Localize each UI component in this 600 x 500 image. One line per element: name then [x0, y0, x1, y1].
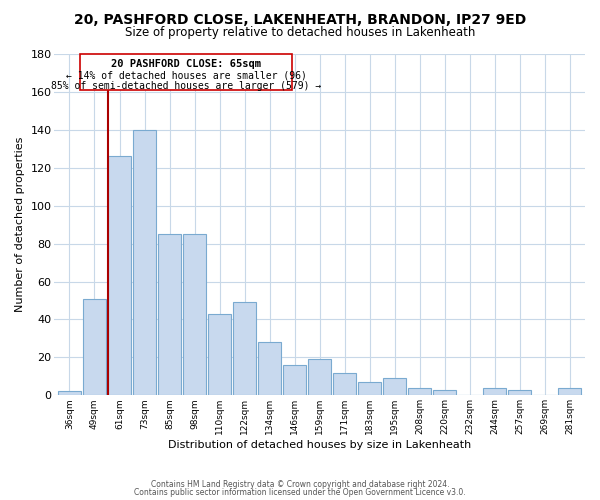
Bar	[233, 302, 256, 396]
Bar	[308, 360, 331, 396]
Bar	[108, 156, 131, 396]
Text: 20 PASHFORD CLOSE: 65sqm: 20 PASHFORD CLOSE: 65sqm	[111, 58, 261, 68]
Bar	[484, 388, 506, 396]
Bar	[258, 342, 281, 396]
Bar	[559, 388, 581, 396]
FancyBboxPatch shape	[80, 54, 292, 90]
Bar	[433, 390, 457, 396]
Bar	[333, 372, 356, 396]
Text: Contains public sector information licensed under the Open Government Licence v3: Contains public sector information licen…	[134, 488, 466, 497]
X-axis label: Distribution of detached houses by size in Lakenheath: Distribution of detached houses by size …	[168, 440, 472, 450]
Bar	[208, 314, 231, 396]
Text: 20, PASHFORD CLOSE, LAKENHEATH, BRANDON, IP27 9ED: 20, PASHFORD CLOSE, LAKENHEATH, BRANDON,…	[74, 12, 526, 26]
Bar	[133, 130, 156, 396]
Bar	[358, 382, 381, 396]
Bar	[383, 378, 406, 396]
Text: ← 14% of detached houses are smaller (96): ← 14% of detached houses are smaller (96…	[65, 70, 307, 80]
Y-axis label: Number of detached properties: Number of detached properties	[15, 137, 25, 312]
Text: Size of property relative to detached houses in Lakenheath: Size of property relative to detached ho…	[125, 26, 475, 39]
Bar	[183, 234, 206, 396]
Bar	[283, 365, 306, 396]
Text: Contains HM Land Registry data © Crown copyright and database right 2024.: Contains HM Land Registry data © Crown c…	[151, 480, 449, 489]
Bar	[508, 390, 532, 396]
Bar	[409, 388, 431, 396]
Text: 85% of semi-detached houses are larger (579) →: 85% of semi-detached houses are larger (…	[51, 82, 321, 92]
Bar	[58, 392, 81, 396]
Bar	[158, 234, 181, 396]
Bar	[83, 298, 106, 396]
